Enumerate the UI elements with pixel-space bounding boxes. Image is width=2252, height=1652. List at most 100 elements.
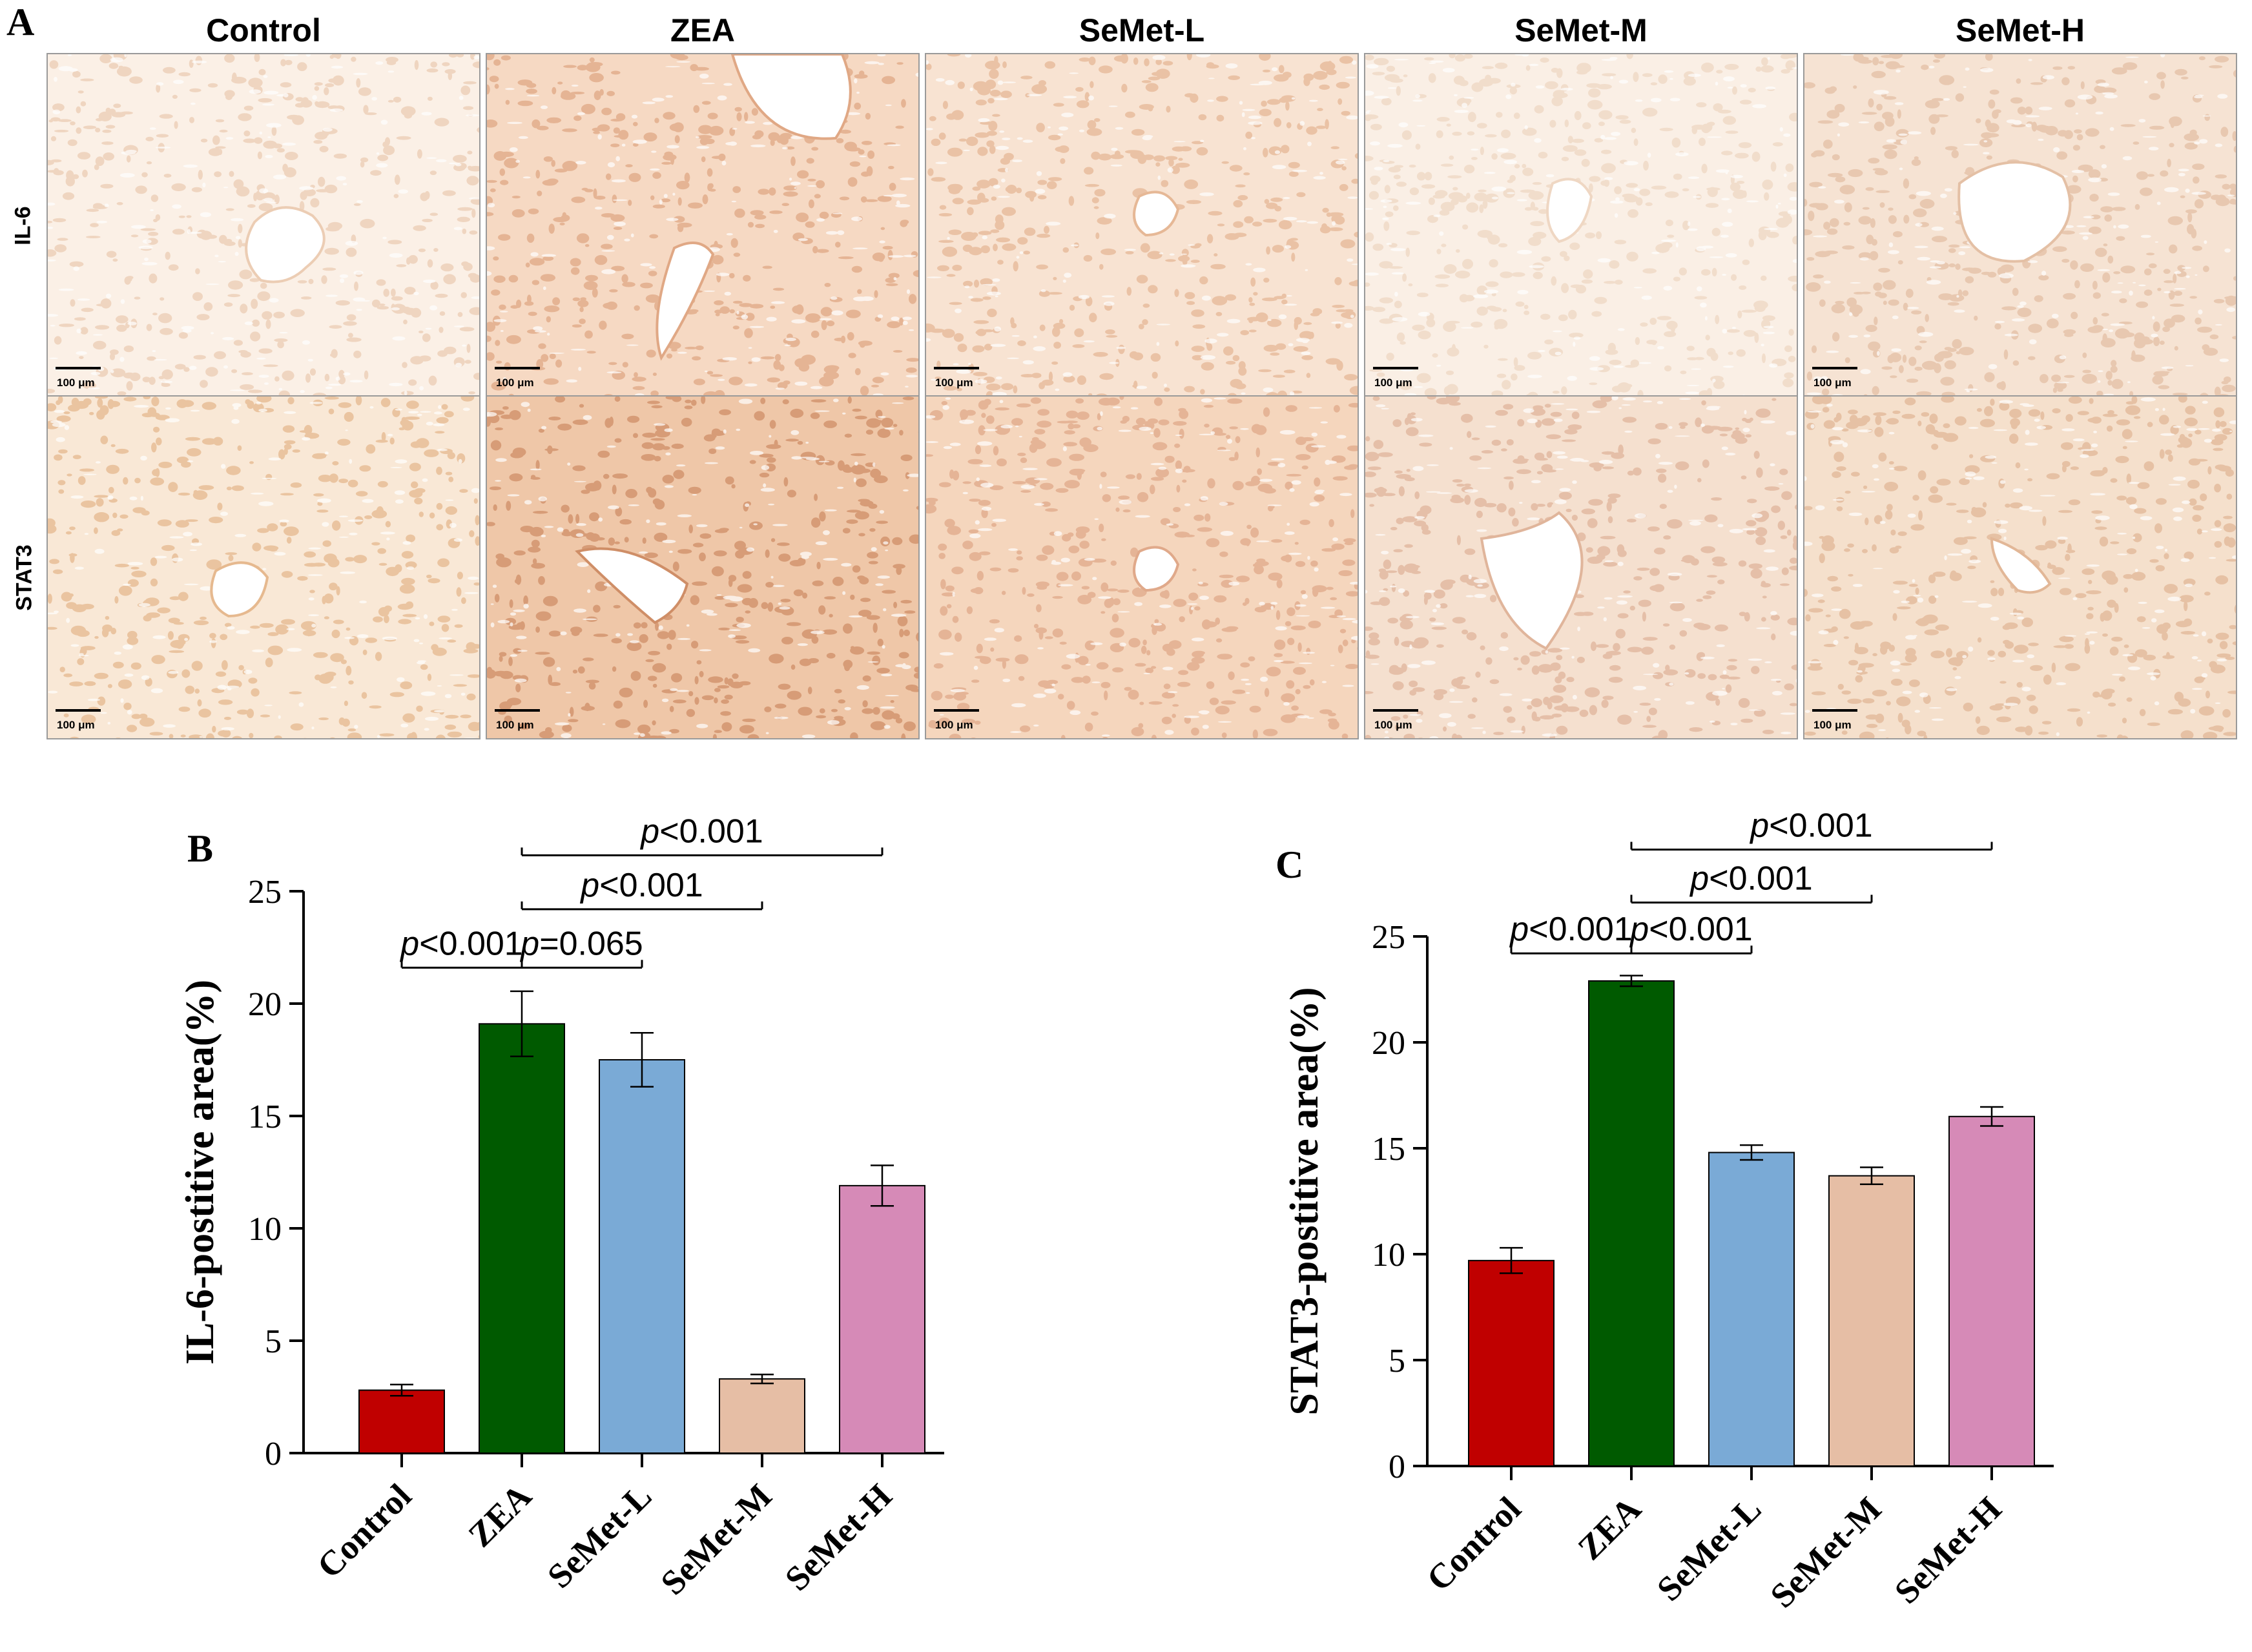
svg-text:100 μm: 100 μm [1374, 377, 1412, 389]
bar-semetm [1828, 1175, 1915, 1467]
error-bar [1500, 1246, 1523, 1274]
significance-bracket: p<0.001 [521, 812, 883, 856]
svg-text:100 μm: 100 μm [57, 377, 95, 389]
p-value-label: p<0.001 [1509, 911, 1632, 948]
y-tick-label: 25 [1372, 919, 1405, 956]
y-tick-label: 0 [1389, 1449, 1405, 1485]
y-axis-label: STAT3-postitive area(%) [1283, 987, 1327, 1416]
scale-bar: 100 μm [1373, 367, 1418, 389]
scale-bar: 100 μm [1812, 367, 1857, 389]
x-tick-label: Control [309, 1476, 418, 1585]
row-label-stat3: STAT3 [12, 544, 37, 611]
p-value-label: p=0.065 [519, 925, 643, 962]
bar-control [358, 1389, 445, 1454]
y-tick-label: 5 [1389, 1343, 1405, 1379]
panel-a-letter: A [6, 1, 35, 43]
svg-text:100 μm: 100 μm [935, 719, 973, 731]
y-tick-label: 15 [1372, 1131, 1405, 1168]
bar-semeth [839, 1184, 925, 1454]
x-tick-label: SeMet-L [540, 1476, 659, 1595]
p-value-label: p<0.001 [1629, 911, 1752, 948]
col-title-zea: ZEA [670, 12, 735, 48]
x-tick-label: ZEA [1571, 1489, 1649, 1567]
micrograph-il6-zea: 100 μm [486, 53, 920, 397]
panel-b-letter: B [187, 827, 214, 870]
p-value-label: p<0.001 [579, 867, 703, 904]
error-bar [871, 1164, 894, 1207]
bar-semetl [599, 1059, 685, 1454]
p-value-label: p<0.001 [639, 812, 763, 850]
p-value-label: p<0.001 [1749, 807, 1872, 845]
x-tick-label: SeMet-H [778, 1476, 900, 1598]
significance-bracket: p<0.001 [1509, 911, 1633, 955]
significance-bracket: p=0.065 [519, 925, 643, 969]
y-axis-label: IL-6-postitive area(%) [178, 980, 222, 1365]
scale-bar: 100 μm [934, 367, 979, 389]
bar-zea [1588, 980, 1675, 1467]
error-bar [1740, 1144, 1763, 1161]
micrograph-stat3-zea: 100 μm [486, 395, 920, 739]
bar-semetm [719, 1378, 805, 1454]
col-title-semet-m: SeMet-M [1514, 12, 1648, 48]
scale-bar: 100 μm [495, 367, 540, 389]
micrograph-stat3-semetm: 100 μm [1364, 395, 1798, 739]
bar-chart-c: 0 5 10 15 20 25 STAT3-postitive area(%) Control… [1283, 807, 2054, 1615]
micrograph-stat3-semeth: 100 μm [1803, 395, 2237, 739]
significance-bracket: p<0.001 [1630, 860, 1873, 904]
p-value-label: p<0.001 [399, 925, 522, 962]
scale-bar: 100 μm [56, 709, 101, 731]
scale-bar: 100 μm [495, 709, 540, 731]
micrograph-il6-semeth: 100 μm [1803, 53, 2237, 397]
y-tick-label: 25 [248, 874, 282, 911]
y-tick-label: 10 [248, 1211, 282, 1248]
y-tick-label: 5 [265, 1323, 282, 1360]
col-title-control: Control [206, 12, 321, 48]
error-bar [630, 1031, 654, 1088]
scale-bar: 100 μm [1812, 709, 1857, 731]
x-tick-label: SeMet-L [1649, 1489, 1768, 1608]
x-tick-label: Control [1419, 1489, 1528, 1598]
svg-text:100 μm: 100 μm [496, 719, 534, 731]
significance-bracket: p<0.001 [399, 925, 523, 969]
bar-semetl [1708, 1151, 1795, 1467]
significance-bracket: p<0.001 [521, 867, 763, 911]
svg-text:100 μm: 100 μm [935, 377, 973, 389]
error-bar [510, 990, 533, 1058]
micrograph-stat3-control: 100 μm [46, 395, 480, 739]
bar-semeth [1948, 1115, 2035, 1467]
svg-text:100 μm: 100 μm [1813, 377, 1852, 389]
x-tick-label: SeMet-M [653, 1476, 779, 1602]
micrograph-il6-control: 100 μm [46, 53, 480, 397]
significance-bracket: p<0.001 [1629, 911, 1753, 955]
col-title-semet-h: SeMet-H [1955, 12, 2085, 48]
error-bar [750, 1373, 774, 1385]
y-tick-label: 10 [1372, 1237, 1405, 1274]
y-tick-label: 20 [1372, 1025, 1405, 1062]
x-tick-label: ZEA [461, 1476, 539, 1554]
scale-bar: 100 μm [934, 709, 979, 731]
significance-bracket: p<0.001 [1630, 807, 1993, 851]
svg-text:100 μm: 100 μm [57, 719, 95, 731]
error-bar [1860, 1166, 1883, 1186]
micrograph-il6-semetm: 100 μm [1364, 53, 1798, 397]
y-tick-label: 20 [248, 986, 282, 1023]
p-value-label: p<0.001 [1689, 860, 1812, 898]
error-bar [1620, 975, 1643, 987]
col-title-semet-l: SeMet-L [1079, 12, 1205, 48]
y-tick-label: 0 [265, 1436, 282, 1472]
scale-bar: 100 μm [56, 367, 101, 389]
bar-control [1468, 1259, 1555, 1467]
x-tick-label: SeMet-H [1887, 1489, 2009, 1611]
error-bar [390, 1383, 413, 1397]
panel-c-letter: C [1276, 843, 1304, 886]
micrograph-stat3-semetl: 100 μm [925, 395, 1359, 739]
error-bar [1980, 1106, 2003, 1127]
micrograph-il6-semetl: 100 μm [925, 53, 1359, 397]
row-label-il6: IL-6 [10, 206, 36, 245]
svg-text:100 μm: 100 μm [496, 377, 534, 389]
bar-zea [479, 1023, 565, 1454]
scale-bar: 100 μm [1373, 709, 1418, 731]
y-tick-label: 15 [248, 1099, 282, 1135]
bar-chart-b: 0 5 10 15 20 25 IL-6-postitive area(%) Control Z… [178, 812, 944, 1602]
x-tick-label: SeMet-M [1762, 1489, 1888, 1615]
